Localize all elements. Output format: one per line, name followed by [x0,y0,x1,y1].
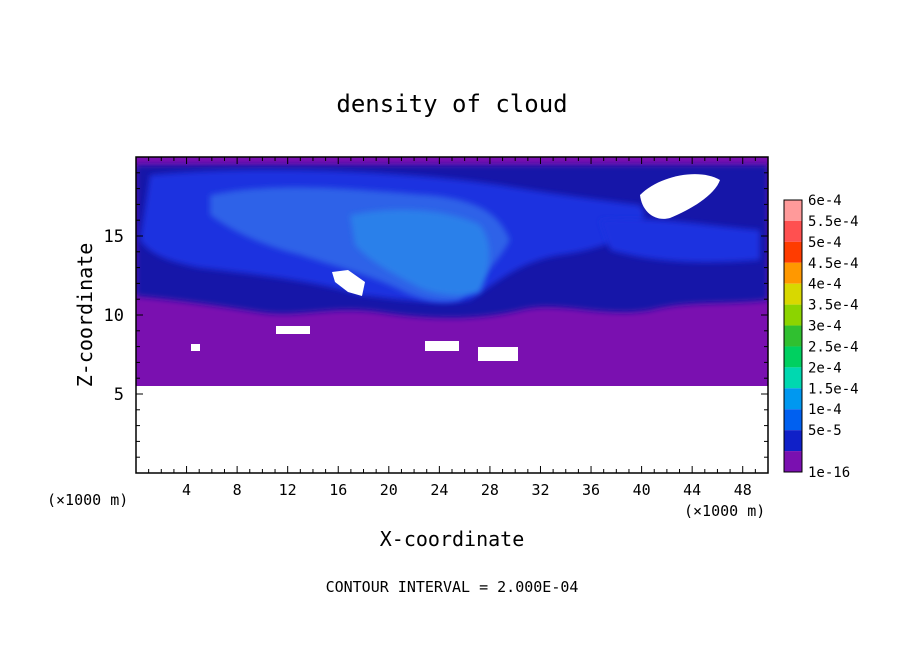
contour-interval-footer: CONTOUR INTERVAL = 2.000E-04 [326,578,579,596]
field-clear-patch-3 [478,347,518,361]
y-tick-label: 10 [104,306,124,326]
colorbar-swatch [784,325,802,347]
colorbar-label: 3.5e-4 [808,298,859,314]
colorbar-label: 1e-16 [808,465,850,481]
colorbar-swatch [784,200,802,221]
colorbar-label: 6e-4 [808,193,842,209]
colorbar: 6e-4 5.5e-4 5e-4 4.5e-4 4e-4 3.5e-4 3e-4 2.5e-4… [783,193,859,481]
colorbar-swatch [784,283,802,305]
x-tick-label: 20 [380,481,398,499]
colorbar-label: 2.5e-4 [808,339,859,355]
colorbar-label: 3e-4 [808,319,842,335]
field-clear-patch-2 [425,341,459,351]
x-axis: 4 8 12 16 20 24 28 32 36 40 44 48 [148,157,769,499]
colorbar-label: 2e-4 [808,360,842,376]
colorbar-swatch [784,388,802,410]
x-tick-label: 44 [683,481,701,499]
colorbar-swatch [784,241,802,263]
x-tick-label: 4 [182,481,191,499]
x-unit-label-right: (×1000 m) [684,502,765,520]
x-tick-label: 8 [233,481,242,499]
colorbar-swatch [784,304,802,326]
colorbar-swatch [784,430,802,452]
colorbar-label: 4.5e-4 [808,256,859,272]
y-axis-title: Z-coordinate [73,243,97,388]
colorbar-swatch [784,262,802,284]
colorbar-swatch [784,220,802,242]
colorbar-label: 5e-4 [808,235,842,251]
x-tick-label: 32 [531,481,549,499]
colorbar-swatch [784,367,802,389]
x-tick-label: 36 [582,481,600,499]
colorbar-label: 1.5e-4 [808,381,859,397]
chart-title: density of cloud [336,90,567,118]
colorbar-swatch [784,451,802,472]
field-sky-blue-region [350,209,490,296]
x-tick-label: 28 [481,481,499,499]
field-clear-patch-mid [332,270,365,296]
y-tick-label: 5 [114,385,124,405]
field-clear-patch-4 [191,344,200,351]
colorbar-swatch [784,409,802,431]
contour-field [136,157,768,386]
colorbar-swatch [784,346,802,368]
x-tick-label: 12 [279,481,297,499]
y-tick-label: 15 [104,227,124,247]
colorbar-frame [783,199,803,473]
colorbar-label: 4e-4 [808,277,842,293]
x-tick-label: 48 [734,481,752,499]
x-tick-label: 16 [329,481,347,499]
colorbar-label: 5.5e-4 [808,214,859,230]
field-clear-patch-1 [276,326,310,334]
colorbar-label: 1e-4 [808,402,842,418]
y-axis: 5 10 15 [104,172,768,458]
field-clear-patch-upper-right [640,174,720,219]
x-axis-title: X-coordinate [380,527,525,551]
x-tick-label: 40 [633,481,651,499]
x-unit-label-left: (×1000 m) [47,491,128,509]
field-right-blue-pocket [600,218,760,263]
colorbar-label: 5e-5 [808,423,842,439]
x-tick-label: 24 [430,481,448,499]
